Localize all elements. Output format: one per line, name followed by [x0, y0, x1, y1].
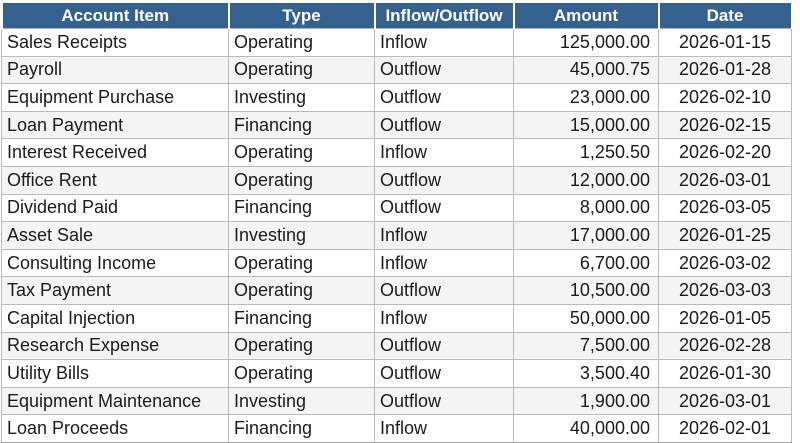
cell-amount: 12,000.00: [513, 165, 659, 195]
cell-inflow-outflow: Inflow: [374, 303, 514, 333]
cell-account-item: Loan Payment: [1, 110, 229, 140]
cell-account-item: Consulting Income: [1, 248, 229, 278]
table-row: Loan Proceeds Financing Inflow 40,000.00 202…: [1, 414, 792, 443]
header-row: Account Item Type Inflow/Outflow Amount …: [0, 0, 793, 29]
cell-account-item: Equipment Purchase: [1, 83, 229, 112]
cell-type: Investing: [228, 83, 375, 112]
cell-date: 2026-03-01: [658, 386, 792, 416]
table-row: Payroll Operating Outflow 45,000.75 2026-01-…: [1, 55, 792, 85]
cell-type: Operating: [228, 165, 375, 195]
cell-account-item: Payroll: [1, 55, 229, 85]
column-header-type: Type: [227, 0, 376, 29]
cell-inflow-outflow: Inflow: [374, 28, 514, 57]
table-row: Capital Injection Financing Inflow 50,000.0…: [1, 303, 792, 333]
cell-inflow-outflow: Inflow: [374, 248, 514, 278]
column-header-inflow-outflow: Inflow/Outflow: [373, 0, 515, 29]
cell-date: 2026-01-05: [658, 303, 792, 333]
cell-amount: 6,700.00: [513, 248, 659, 278]
cell-account-item: Loan Proceeds: [1, 414, 229, 443]
cell-amount: 17,000.00: [513, 221, 659, 250]
table-row: Equipment Purchase Investing Outflow 23,000…: [1, 83, 792, 112]
cell-inflow-outflow: Outflow: [374, 276, 514, 305]
table-row: Utility Bills Operating Outflow 3,500.40 202…: [1, 359, 792, 388]
cell-account-item: Research Expense: [1, 331, 229, 361]
column-header-amount: Amount: [512, 0, 660, 29]
cell-date: 2026-02-15: [658, 110, 792, 140]
column-header-date: Date: [657, 0, 793, 29]
cell-amount: 15,000.00: [513, 110, 659, 140]
cell-amount: 125,000.00: [513, 28, 659, 57]
cell-type: Financing: [228, 303, 375, 333]
cell-amount: 3,500.40: [513, 359, 659, 388]
cell-type: Operating: [228, 331, 375, 361]
cell-account-item: Interest Received: [1, 138, 229, 167]
cell-type: Financing: [228, 193, 375, 223]
cell-amount: 23,000.00: [513, 83, 659, 112]
cell-type: Operating: [228, 359, 375, 388]
cell-inflow-outflow: Outflow: [374, 386, 514, 416]
cell-inflow-outflow: Outflow: [374, 55, 514, 85]
cell-type: Operating: [228, 138, 375, 167]
table-row: Equipment Maintenance Investing Outflow 1,9…: [1, 386, 792, 416]
table-row: Asset Sale Investing Inflow 17,000.00 2026-0…: [1, 221, 792, 250]
table-body: Sales Receipts Operating Inflow 125,000.00 2…: [1, 28, 792, 443]
cell-amount: 7,500.00: [513, 331, 659, 361]
cell-type: Financing: [228, 414, 375, 443]
cell-inflow-outflow: Outflow: [374, 165, 514, 195]
table-row: Office Rent Operating Outflow 12,000.00 2026…: [1, 165, 792, 195]
cell-inflow-outflow: Outflow: [374, 83, 514, 112]
cell-account-item: Office Rent: [1, 165, 229, 195]
cell-type: Operating: [228, 55, 375, 85]
cell-account-item: Dividend Paid: [1, 193, 229, 223]
cell-amount: 10,500.00: [513, 276, 659, 305]
cell-amount: 1,900.00: [513, 386, 659, 416]
cell-account-item: Equipment Maintenance: [1, 386, 229, 416]
cell-account-item: Sales Receipts: [1, 28, 229, 57]
cell-inflow-outflow: Inflow: [374, 138, 514, 167]
cell-type: Operating: [228, 276, 375, 305]
cell-amount: 1,250.50: [513, 138, 659, 167]
cell-date: 2026-03-02: [658, 248, 792, 278]
cell-amount: 40,000.00: [513, 414, 659, 443]
cell-inflow-outflow: Outflow: [374, 359, 514, 388]
cell-account-item: Capital Injection: [1, 303, 229, 333]
cell-amount: 50,000.00: [513, 303, 659, 333]
table-row: Tax Payment Operating Outflow 10,500.00 2026…: [1, 276, 792, 305]
cell-inflow-outflow: Inflow: [374, 414, 514, 443]
cell-type: Operating: [228, 248, 375, 278]
cell-type: Investing: [228, 221, 375, 250]
cell-type: Financing: [228, 110, 375, 140]
cell-type: Investing: [228, 386, 375, 416]
cell-date: 2026-02-28: [658, 331, 792, 361]
cell-amount: 45,000.75: [513, 55, 659, 85]
cell-inflow-outflow: Outflow: [374, 193, 514, 223]
table-row: Dividend Paid Financing Outflow 8,000.00 202…: [1, 193, 792, 223]
cell-date: 2026-03-05: [658, 193, 792, 223]
cell-account-item: Asset Sale: [1, 221, 229, 250]
table-row: Sales Receipts Operating Inflow 125,000.00 2…: [1, 28, 792, 57]
cell-amount: 8,000.00: [513, 193, 659, 223]
table-row: Interest Received Operating Inflow 1,250.50…: [1, 138, 792, 167]
cell-date: 2026-02-01: [658, 414, 792, 443]
cell-inflow-outflow: Outflow: [374, 331, 514, 361]
cell-account-item: Utility Bills: [1, 359, 229, 388]
table-row: Research Expense Operating Outflow 7,500.00…: [1, 331, 792, 361]
cell-date: 2026-01-30: [658, 359, 792, 388]
column-header-account-item: Account Item: [0, 0, 230, 29]
cell-date: 2026-02-20: [658, 138, 792, 167]
cell-date: 2026-01-28: [658, 55, 792, 85]
cell-inflow-outflow: Outflow: [374, 110, 514, 140]
cell-date: 2026-02-10: [658, 83, 792, 112]
cell-date: 2026-01-25: [658, 221, 792, 250]
cell-type: Operating: [228, 28, 375, 57]
cell-date: 2026-03-01: [658, 165, 792, 195]
cell-account-item: Tax Payment: [1, 276, 229, 305]
cell-inflow-outflow: Inflow: [374, 221, 514, 250]
cell-date: 2026-03-03: [658, 276, 792, 305]
cell-date: 2026-01-15: [658, 28, 792, 57]
table-row: Loan Payment Financing Outflow 15,000.00 202…: [1, 110, 792, 140]
table-row: Consulting Income Operating Inflow 6,700.00…: [1, 248, 792, 278]
